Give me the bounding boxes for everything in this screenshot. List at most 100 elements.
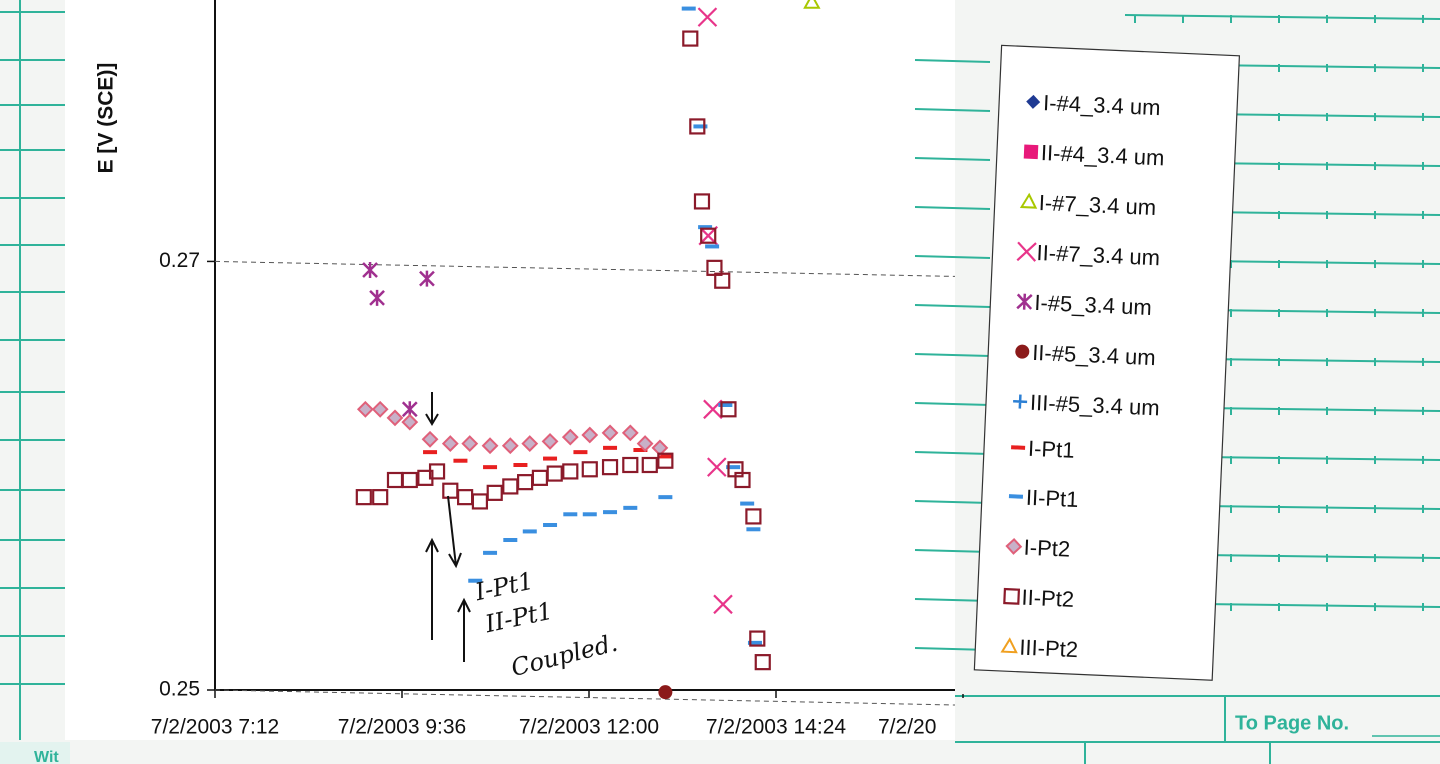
marker — [581, 461, 598, 478]
marker — [740, 501, 755, 506]
marker — [726, 465, 741, 470]
grid-rule — [914, 549, 991, 553]
legend-label: II-#4_3.4 um — [1040, 140, 1164, 170]
marker — [658, 495, 673, 500]
marker — [421, 430, 439, 448]
legend-marker — [1016, 241, 1037, 262]
y-tick-label: 0.27 — [159, 249, 200, 272]
grid-rule — [914, 500, 991, 504]
marker — [582, 512, 597, 517]
marker — [369, 289, 385, 306]
marker — [718, 403, 733, 407]
marker — [513, 463, 528, 467]
marker — [441, 435, 459, 452]
marker — [803, 0, 821, 9]
legend-label: II-#7_3.4 um — [1036, 240, 1160, 270]
marker — [601, 424, 619, 442]
legend-label: III-#5_3.4 um — [1030, 390, 1161, 421]
grid-rule — [914, 255, 991, 259]
grid-rule — [914, 451, 991, 455]
marker — [483, 465, 498, 470]
grid-rule — [1124, 14, 1440, 20]
marker — [428, 463, 446, 480]
marker — [749, 630, 766, 647]
marker — [641, 456, 658, 474]
axes: 0.25 0.27 7/2/2003 7:12 7/2/2003 9:36 7/2/20… — [151, 0, 964, 739]
marker — [747, 640, 762, 645]
marker — [693, 193, 711, 210]
legend: I-#4_3.4 um II-#4_3.4 um I-#7_3.4 um II-#7_… — [973, 44, 1241, 681]
legend-marker — [1008, 494, 1024, 499]
y-axis-label: E [V (SCE)] — [95, 63, 118, 174]
legend-marker — [1016, 293, 1033, 310]
marker — [522, 529, 537, 534]
marker — [633, 448, 648, 452]
plot-area — [214, 0, 955, 706]
marker — [423, 450, 438, 455]
legend-marker — [1026, 94, 1041, 109]
marker — [682, 30, 699, 47]
legend-label: II-#5_3.4 um — [1032, 340, 1156, 370]
legend-marker — [1011, 445, 1026, 450]
marker — [461, 435, 479, 452]
grid-line — [214, 689, 955, 706]
y-tick-label: 0.25 — [159, 678, 200, 701]
legend-box — [973, 44, 1241, 681]
marker — [543, 523, 558, 527]
legend-label: II-Pt1 — [1025, 485, 1079, 512]
legend-marker — [1015, 344, 1030, 359]
legend-label: III-Pt2 — [1019, 635, 1079, 663]
marker — [546, 465, 563, 482]
marker — [372, 489, 389, 506]
grid-rule — [914, 402, 991, 406]
marker — [601, 459, 619, 476]
marker — [453, 458, 468, 463]
legend-marker — [1013, 394, 1028, 409]
marker — [689, 118, 706, 135]
marker — [563, 512, 578, 517]
marker — [573, 450, 588, 455]
legend-marker — [1005, 538, 1023, 555]
marker — [698, 225, 713, 230]
marker — [486, 484, 503, 501]
marker — [401, 413, 419, 431]
marker — [636, 435, 654, 452]
marker — [481, 437, 499, 455]
x-tick-label: 7/2/20 — [878, 716, 936, 739]
grid-rule — [914, 206, 991, 210]
marker — [471, 493, 489, 510]
marker — [754, 654, 771, 671]
marker — [401, 471, 418, 489]
legend-label: I-Pt1 — [1028, 436, 1076, 463]
legend-label: I-#7_3.4 um — [1038, 190, 1156, 220]
marker — [621, 424, 639, 442]
marker — [419, 270, 435, 287]
marker — [657, 452, 674, 469]
marker — [658, 454, 673, 459]
marker — [468, 578, 483, 583]
legend-label: I-#5_3.4 um — [1034, 290, 1152, 320]
marker — [581, 426, 599, 444]
grid-rule — [914, 157, 991, 161]
marker — [356, 400, 374, 418]
marker — [623, 505, 638, 510]
marker — [658, 685, 673, 700]
marker — [700, 227, 717, 244]
grid-rule — [914, 304, 991, 308]
marker — [705, 244, 720, 249]
marker — [362, 262, 378, 278]
legend-marker — [1003, 587, 1021, 605]
marker — [521, 435, 539, 452]
legend-marker — [1019, 192, 1038, 209]
marker — [713, 594, 733, 615]
x-tick-label: 7/2/2003 7:12 — [151, 716, 279, 739]
grid-rule — [914, 59, 991, 63]
legend-marker — [1023, 144, 1039, 160]
x-tick-label: 7/2/2003 14:24 — [706, 716, 846, 739]
grid-rule — [914, 353, 991, 357]
marker — [734, 471, 751, 489]
marker — [681, 6, 696, 11]
marker — [745, 508, 762, 525]
